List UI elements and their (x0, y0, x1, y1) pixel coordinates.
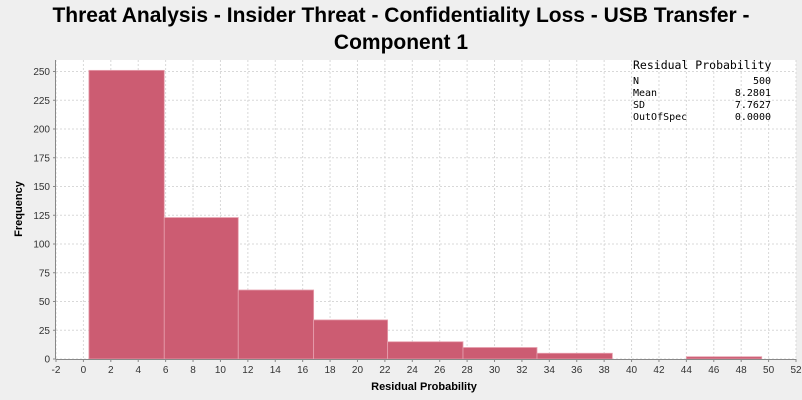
x-tick-label: 6 (163, 365, 169, 376)
x-tick-label: 34 (544, 365, 556, 376)
chart-title: Threat Analysis - Insider Threat - Confi… (0, 2, 802, 56)
stats-label: SD (633, 100, 645, 111)
stats-label: OutOfSpec (633, 112, 687, 123)
x-axis-title: Residual Probability (371, 381, 478, 393)
histogram-bar (685, 356, 763, 360)
x-tick-label: 18 (325, 365, 337, 376)
histogram-bar (387, 341, 464, 360)
chart-title-line-2: Component 1 (333, 31, 469, 54)
stats-label: N (633, 76, 639, 87)
x-tick-label: 16 (297, 365, 309, 376)
x-tick-label: 42 (653, 365, 665, 376)
y-tick-label: 175 (33, 153, 50, 164)
bars (88, 69, 763, 360)
x-tick-label: 46 (708, 365, 720, 376)
chart-title-line-1: Threat Analysis - Insider Threat - Confi… (52, 4, 750, 27)
histogram-bar (462, 347, 538, 360)
y-tick-labels: 0 25 50 75 100 125 150 175 200 225 250 (33, 67, 50, 366)
x-tick-labels: -2 0 2 4 6 8 10 12 14 16 18 20 22 24 26 28 30 32 34 36 38 40 4… (52, 365, 802, 376)
x-tick-label: 38 (599, 365, 611, 376)
x-tick-label: 52 (790, 365, 802, 376)
x-tick-label: 22 (379, 365, 391, 376)
histogram-bar (237, 289, 315, 360)
x-tick-label: 28 (462, 365, 474, 376)
histogram-bar (88, 69, 165, 360)
y-tick-label: 250 (33, 67, 50, 78)
x-tick-label: 44 (681, 365, 693, 376)
x-tick-label: 24 (407, 365, 419, 376)
y-tick-label: 75 (39, 268, 51, 279)
y-tick-label: 25 (39, 326, 51, 337)
y-tick-label: 225 (33, 96, 50, 107)
y-tick-label: 0 (44, 355, 50, 366)
x-tick-label: 2 (108, 365, 114, 376)
y-tick-label: 125 (33, 211, 50, 222)
histogram-bar (313, 319, 389, 360)
stats-value: 8.2801 (735, 88, 771, 99)
stats-title: Residual Probability (633, 58, 772, 72)
x-tick-label: 14 (270, 365, 282, 376)
x-tick-label: 40 (626, 365, 638, 376)
histogram-bar (163, 217, 239, 360)
x-tick-label: 8 (190, 365, 196, 376)
y-tick-label: 150 (33, 182, 50, 193)
x-tick-label: 48 (736, 365, 748, 376)
x-tick-label: 26 (434, 365, 446, 376)
y-tick-label: 100 (33, 240, 50, 251)
x-tick-label: 10 (215, 365, 227, 376)
x-tick-label: 50 (763, 365, 775, 376)
x-tick-label: 0 (81, 365, 87, 376)
stats-box: Residual Probability N 500 Mean 8.2801 SD 7.76… (633, 58, 772, 123)
x-tick-label: 12 (242, 365, 254, 376)
stats-label: Mean (633, 88, 657, 99)
stats-value: 500 (753, 76, 771, 87)
x-tick-label: 4 (135, 365, 141, 376)
x-tick-label: 36 (571, 365, 583, 376)
axes (53, 60, 797, 362)
x-tick-label: 32 (516, 365, 528, 376)
stats-value: 7.7627 (735, 100, 771, 111)
y-axis-title: Frequency (13, 180, 25, 237)
x-tick-label: 20 (352, 365, 364, 376)
y-tick-label: 200 (33, 125, 50, 136)
x-tick-label: 30 (489, 365, 501, 376)
histogram-bar (536, 352, 613, 360)
y-tick-label: 50 (39, 297, 51, 308)
x-tick-label: -2 (52, 365, 61, 376)
stats-value: 0.0000 (735, 112, 771, 123)
